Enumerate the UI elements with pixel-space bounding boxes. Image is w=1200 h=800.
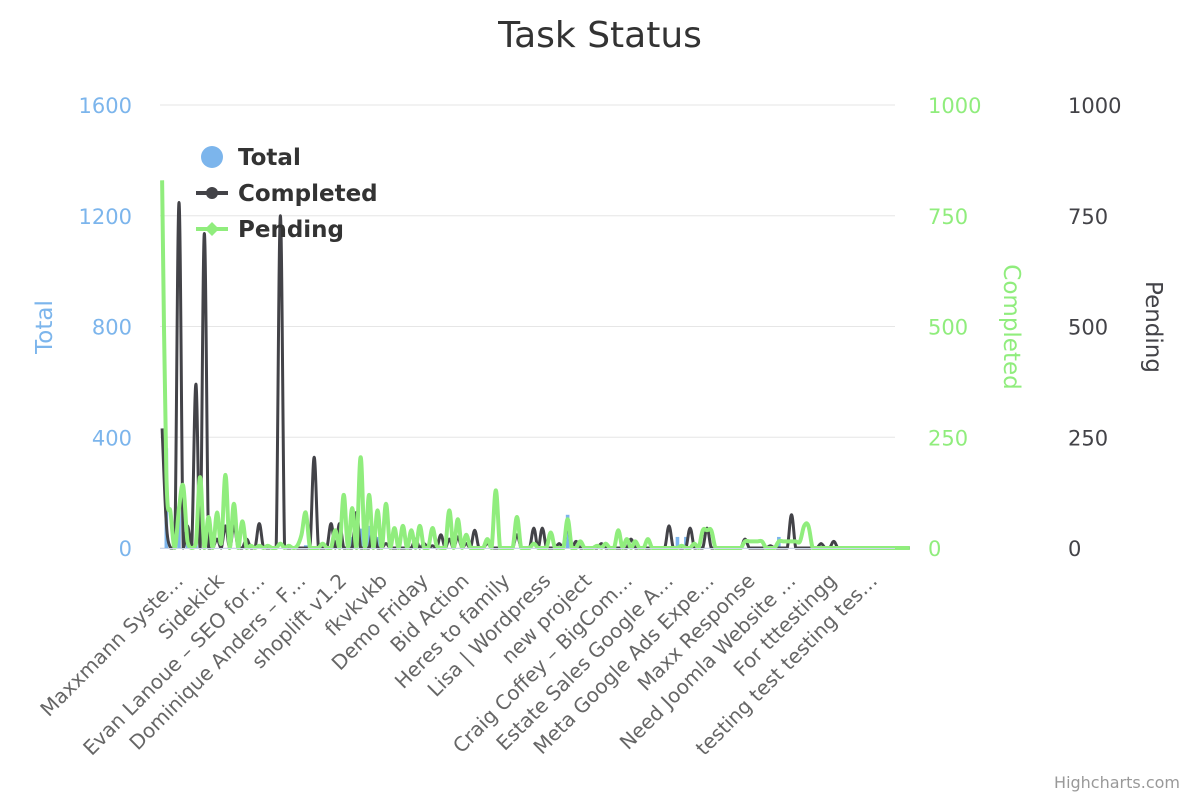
total-bar [367, 525, 371, 548]
pending-axis-tick-label: 750 [1068, 205, 1108, 229]
total-axis-tick-label: 400 [92, 426, 132, 450]
pending-series-line [160, 180, 910, 551]
legend-total-marker [201, 146, 223, 168]
total-axis-tick-label: 800 [92, 316, 132, 340]
chart-title: Task Status [497, 15, 702, 56]
legend-pending-label: Pending [238, 217, 344, 243]
legend-total-label: Total [238, 145, 301, 171]
pending-axis-tick-label: 500 [1068, 316, 1108, 340]
pending-axis-tick-label: 0 [1068, 537, 1081, 561]
completed-axis-tick-label: 500 [928, 316, 968, 340]
completed-axis-tick-label: 1000 [928, 94, 981, 118]
legend-completed-marker [206, 187, 218, 199]
completed-axis-tick-label: 750 [928, 205, 968, 229]
completed-series-line [160, 200, 910, 550]
total-axis-title: Total [32, 300, 58, 355]
legend-pending-marker [205, 222, 219, 236]
total-axis-tick-label: 1200 [79, 205, 132, 229]
completed-axis-tick-label: 250 [928, 426, 968, 450]
total-axis-tick-label: 1600 [79, 94, 132, 118]
credits-link[interactable]: Highcharts.com [1054, 773, 1180, 792]
legend-completed-label: Completed [238, 181, 378, 207]
pending-axis-tick-label: 250 [1068, 426, 1108, 450]
completed-axis-tick-label: 0 [928, 537, 941, 561]
total-axis-tick-label: 0 [119, 537, 132, 561]
pending-axis-title: Pending [1140, 281, 1166, 373]
pending-axis-tick-label: 1000 [1068, 94, 1121, 118]
total-bar [675, 536, 680, 548]
completed-axis-title: Completed [998, 264, 1024, 389]
